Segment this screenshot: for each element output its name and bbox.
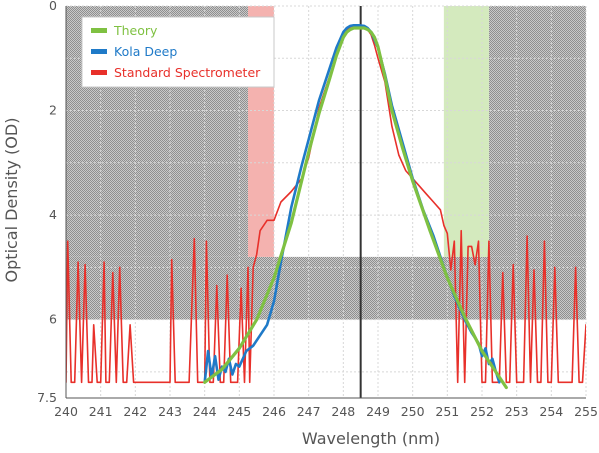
- legend-swatch-standard-spectrometer: [91, 70, 107, 75]
- x-tick-label: 243: [158, 404, 182, 419]
- x-tick-label: 251: [435, 404, 459, 419]
- x-tick-label: 246: [262, 404, 286, 419]
- y-tick-label: 2: [49, 103, 57, 118]
- series-line-theory: [203, 26, 508, 390]
- x-tick-label: 241: [89, 404, 113, 419]
- x-tick-label: 254: [539, 404, 563, 419]
- tick-labels: 240 241 242 243 244 245 246 247 248 249 250 251 252 2…: [37, 0, 598, 419]
- x-tick-label: 248: [331, 404, 355, 419]
- y-tick-label: 0: [49, 0, 57, 13]
- legend-label-standard-spectrometer: Standard Spectrometer: [114, 65, 261, 80]
- axes: [65, 6, 586, 399]
- x-tick-label: 250: [401, 404, 425, 419]
- x-tick-label: 252: [470, 404, 494, 419]
- x-tick-label: 249: [366, 404, 390, 419]
- x-tick-label: 240: [54, 404, 78, 419]
- x-tick-label: 247: [297, 404, 321, 419]
- series-lines: [66, 23, 586, 390]
- x-tick-label: 242: [123, 404, 147, 419]
- y-axis-title: Optical Density (OD): [2, 118, 21, 283]
- shaded-region-gray-2: [488, 6, 586, 257]
- y-tick-label: 7.5: [37, 390, 57, 405]
- legend-swatch-kola-deep: [91, 49, 107, 54]
- x-tick-label: 244: [193, 404, 217, 419]
- x-axis-title: Wavelength (nm): [302, 429, 440, 448]
- x-tick-label: 253: [505, 404, 529, 419]
- legend-box: [81, 16, 275, 88]
- y-tick-label: 6: [49, 312, 57, 327]
- legend-label-theory: Theory: [113, 23, 158, 38]
- y-tick-label: 4: [49, 207, 57, 222]
- legend-label-kola-deep: Kola Deep: [114, 44, 177, 59]
- shaded-region-gray-1: [66, 256, 586, 320]
- legend: Theory Kola Deep Standard Spectrometer: [81, 16, 275, 88]
- legend-swatch-theory: [91, 28, 107, 33]
- x-tick-label: 255: [574, 404, 598, 419]
- x-tick-label: 245: [227, 404, 251, 419]
